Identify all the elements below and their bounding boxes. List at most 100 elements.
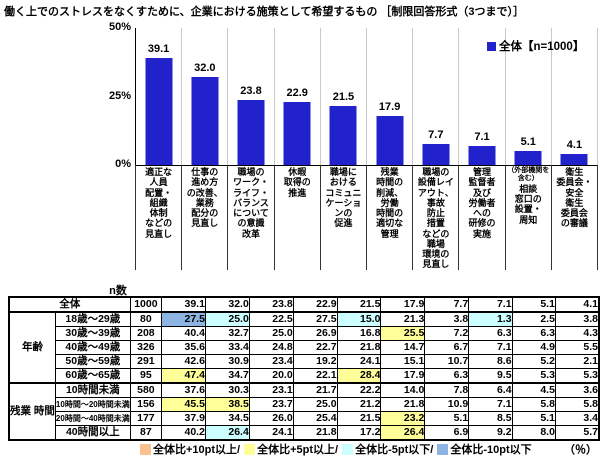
value-cell: 7.1 <box>468 397 513 412</box>
highlight-legend-item: 全体比-10pt以下 <box>437 441 532 457</box>
value-cell: 10.9 <box>424 397 470 412</box>
data-table: 全体 1000 39.1 32.0 23.8 22.9 21.5 17.9 7.7 7.1 5.1 4… <box>8 296 600 441</box>
category-label: （外部機関を 含む） 相談 窓口の 設置・ 周知 <box>506 165 552 270</box>
value-cell: 6.3 <box>468 326 513 341</box>
value-cell: 3.8 <box>424 311 470 327</box>
value-cell: 30.3 <box>204 382 250 398</box>
value-cell: 34.7 <box>204 368 250 384</box>
highlight-legend: 全体比+10pt以上/全体比+5pt以上/全体比-5pt以下/全体比-10pt以… <box>140 441 597 457</box>
n-value-cell: 1000 <box>129 296 163 313</box>
category-label: 残業 時間の 削減、 労働 時間の 適切な 管理 <box>367 165 414 270</box>
highlight-legend-label: 全体比+5pt以上/ <box>257 444 339 456</box>
highlight-legend-item: 全体比-5pt以下/ <box>342 441 433 457</box>
value-cell: 24.1 <box>336 354 382 369</box>
value-cell: 17.2 <box>336 425 382 441</box>
value-cell: 7.2 <box>424 326 470 341</box>
value-cell: 25.0 <box>204 311 250 327</box>
value-cell: 15.1 <box>380 354 426 369</box>
value-cell: 21.5 <box>336 411 382 426</box>
category-label-text: 職場に おける コミュニ ケーショ ンの 促進 <box>325 167 362 229</box>
y-axis-tick-50: 50% <box>108 21 131 33</box>
value-cell: 22.1 <box>292 368 338 384</box>
value-cell: 47.4 <box>161 368 206 384</box>
category-label: 適正な 人員 配置・ 組織 体制 などの 見直し <box>136 165 183 270</box>
y-axis-tick-25: 25% <box>108 90 131 102</box>
category-label-text: 職場の ワーク・ ライフ・ バランス について の意識 改革 <box>233 167 270 239</box>
value-cell: 26.9 <box>292 326 338 341</box>
table-row-total: 全体 1000 39.1 32.0 23.8 22.9 21.5 17.9 7.7 7.1 5.1 4… <box>8 296 600 313</box>
category-label-text: 衛生 委員会・ 安全 衛生 委員会 の審議 <box>556 167 593 229</box>
value-cell: 26.4 <box>380 425 426 441</box>
value-cell: 22.5 <box>248 311 294 327</box>
n-value-cell: 156 <box>129 397 163 412</box>
chart-column: 7.7 <box>413 28 460 165</box>
chart-column: 32.0 <box>182 28 229 165</box>
value-cell: 1.3 <box>468 311 513 327</box>
bar <box>237 100 265 165</box>
category-label-text: 相談 窓口の 設置・ 周知 <box>514 183 542 225</box>
value-cell: 7.1 <box>468 340 513 355</box>
category-label: 管理 監督者 及び 労働者 への 研修の 実施 <box>459 165 506 270</box>
value-cell: 24.1 <box>248 425 294 441</box>
y-axis-tick-0: 0% <box>115 158 131 170</box>
row-label: 40歳～49歳 <box>54 340 131 355</box>
category-label-text: 適正な 人員 配置・ 組織 体制 などの 見直し <box>145 167 173 239</box>
value-cell: 4.5 <box>511 382 556 398</box>
row-label: 50歳～59歳 <box>54 354 131 369</box>
category-label-text: 仕事の 進め方 の改善、 業務 配分の 見直し <box>186 167 223 229</box>
table-row: 残業 時間 10時間未満 580 37.6 30.3 23.1 21.7 22.2 14.0 7.… <box>8 382 600 441</box>
value-cell: 27.5 <box>292 311 338 327</box>
bar <box>191 77 219 165</box>
value-cell: 40.2 <box>161 425 206 441</box>
value-cell: 23.7 <box>248 397 294 412</box>
value-cell: 8.5 <box>468 411 513 426</box>
minus10-swatch-icon <box>437 443 449 455</box>
table-row: 60歳～65歳 95 47.4 34.7 20.0 22.1 28.4 17.9 6.3 9.5 5… <box>9 368 600 384</box>
value-cell: 5.8 <box>511 397 556 412</box>
value-cell: 28.4 <box>336 368 382 384</box>
value-cell: 3.6 <box>554 382 600 398</box>
table-row: 20時間～40時間未満 177 37.9 34.5 26.0 25.4 21.5 23.2 5.… <box>9 411 600 426</box>
value-cell: 3.4 <box>554 411 600 426</box>
bar-value-label: 7.7 <box>428 129 444 141</box>
group-label: 残業 時間 <box>8 382 56 441</box>
chart-column: 5.1 <box>506 28 552 165</box>
bar-value-label: 7.1 <box>474 131 490 143</box>
value-cell: 5.1 <box>511 411 556 426</box>
table-row: 40歳～49歳 326 35.6 33.4 24.8 22.7 21.8 14.7 6.7 7.1… <box>9 340 600 355</box>
chart-column: 22.9 <box>275 28 321 165</box>
row-label: 全体 <box>8 296 131 313</box>
bar <box>283 102 311 165</box>
value-cell: 24.8 <box>248 340 294 355</box>
chart-legend: 全体【n=1000】 <box>487 38 584 54</box>
chart-column: 21.5 <box>321 28 368 165</box>
value-cell: 22.9 <box>292 296 338 313</box>
value-cell: 34.5 <box>204 411 250 426</box>
value-cell: 38.5 <box>204 397 250 412</box>
value-cell: 6.7 <box>424 340 470 355</box>
value-cell: 21.7 <box>292 382 338 398</box>
bar <box>560 154 588 165</box>
value-cell: 25.0 <box>248 326 294 341</box>
chart-legend-label: 全体【n=1000】 <box>499 41 585 53</box>
n-value-cell: 177 <box>129 411 163 426</box>
row-label: 10時間未満 <box>54 382 131 398</box>
value-cell: 26.4 <box>204 425 250 441</box>
value-cell: 7.1 <box>468 296 513 313</box>
value-cell: 4.3 <box>554 326 600 341</box>
bar-value-label: 4.1 <box>566 139 583 151</box>
bar <box>468 146 496 165</box>
category-label: 職場の 設備レイ アウト、 事故 防止 措置 などの 職場 環境の 見直し <box>413 165 460 270</box>
value-cell: 23.2 <box>380 411 426 426</box>
bar-value-label: 5.1 <box>520 136 536 148</box>
category-label-text: 休暇 取得の 推進 <box>283 167 311 198</box>
category-label-text: 職場の 設備レイ アウト、 事故 防止 措置 などの 職場 環境の 見直し <box>417 167 454 270</box>
value-cell: 2.5 <box>511 311 556 327</box>
plus5-swatch-icon <box>244 443 256 455</box>
value-cell: 6.9 <box>424 425 470 441</box>
chart-column: 7.1 <box>459 28 506 165</box>
value-cell: 5.5 <box>554 340 600 355</box>
value-cell: 8.0 <box>511 425 556 441</box>
value-cell: 17.9 <box>380 368 426 384</box>
value-cell: 4.9 <box>511 340 556 355</box>
